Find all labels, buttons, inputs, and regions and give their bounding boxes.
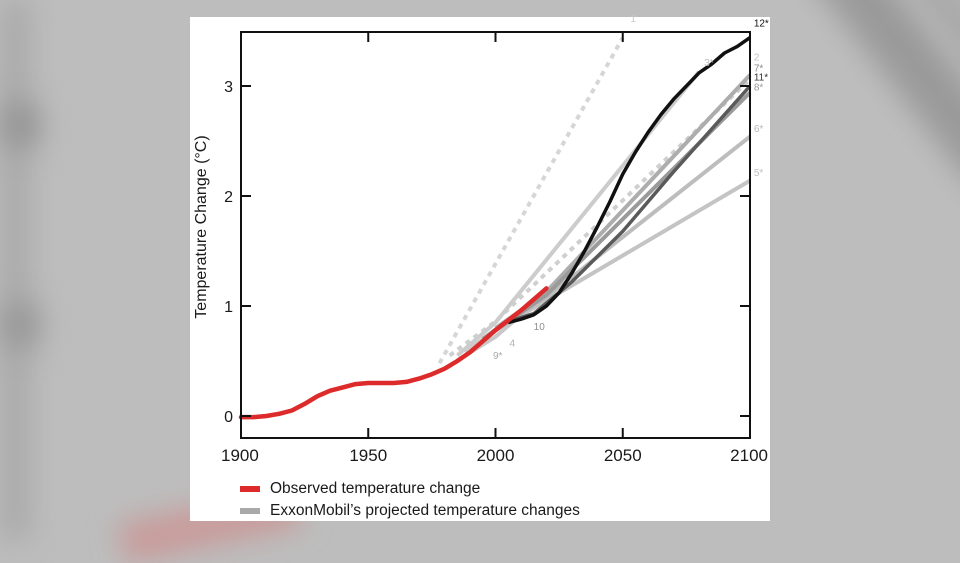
x-tick-label: 2050	[604, 446, 642, 465]
projection-label: 7*	[754, 64, 764, 75]
y-axis-title: Temperature Change (°C)	[193, 135, 210, 318]
legend-item-observed: Observed temperature change	[240, 478, 580, 500]
projection-label: 6*	[754, 124, 764, 135]
axes	[240, 31, 751, 439]
x-tick-label: 2100	[730, 446, 768, 465]
projection-line-3	[455, 70, 701, 358]
x-tick-label: 1950	[349, 446, 387, 465]
projection-line-1	[437, 36, 625, 365]
projection-label: 12*	[754, 19, 769, 30]
y-tick-label: 0	[224, 409, 233, 426]
projection-lines	[437, 36, 752, 365]
observed-line-group	[238, 286, 549, 420]
projection-label: 11*	[754, 73, 768, 84]
observed-line	[238, 286, 549, 420]
legend-label: ExxonMobil’s projected temperature chang…	[270, 502, 580, 519]
y-tick-label: 1	[224, 299, 233, 316]
legend-swatch-observed	[240, 486, 260, 492]
projection-label: 10	[534, 322, 546, 333]
projection-labels: 1 2 3* 4 5* 6* 7* 8* 9* 10 11* 12*	[493, 14, 769, 362]
x-tick-label: 2000	[477, 446, 515, 465]
legend-swatch-projected	[240, 508, 260, 514]
y-tick-label: 2	[224, 189, 233, 206]
legend: Observed temperature change ExxonMobil’s…	[240, 478, 580, 522]
projection-label: 3*	[704, 58, 714, 69]
projection-label: 5*	[754, 168, 764, 179]
x-tick-label: 1900	[221, 446, 259, 465]
y-tick-label: 3	[224, 79, 233, 96]
projection-label: 2	[754, 53, 760, 64]
y-axis-ticks: 0 1 2 3	[224, 79, 750, 426]
legend-item-projected: ExxonMobil’s projected temperature chang…	[240, 500, 580, 522]
plot-frame	[240, 31, 751, 439]
legend-label: Observed temperature change	[270, 480, 481, 497]
projection-label: 9*	[493, 351, 503, 362]
x-axis-ticks: 1900 1950 2000 2050 2100	[221, 32, 768, 465]
projection-label: 4	[509, 339, 515, 350]
projection-line-2	[448, 77, 752, 358]
projection-line-12	[507, 36, 751, 325]
projection-label: 1	[630, 14, 636, 25]
temperature-chart: 1900 1950 2000 2050 2100 0 1 2 3 1 2 3* 4 5* 6* 7* 8* 9…	[193, 14, 769, 465]
projection-label: 8*	[754, 82, 764, 93]
